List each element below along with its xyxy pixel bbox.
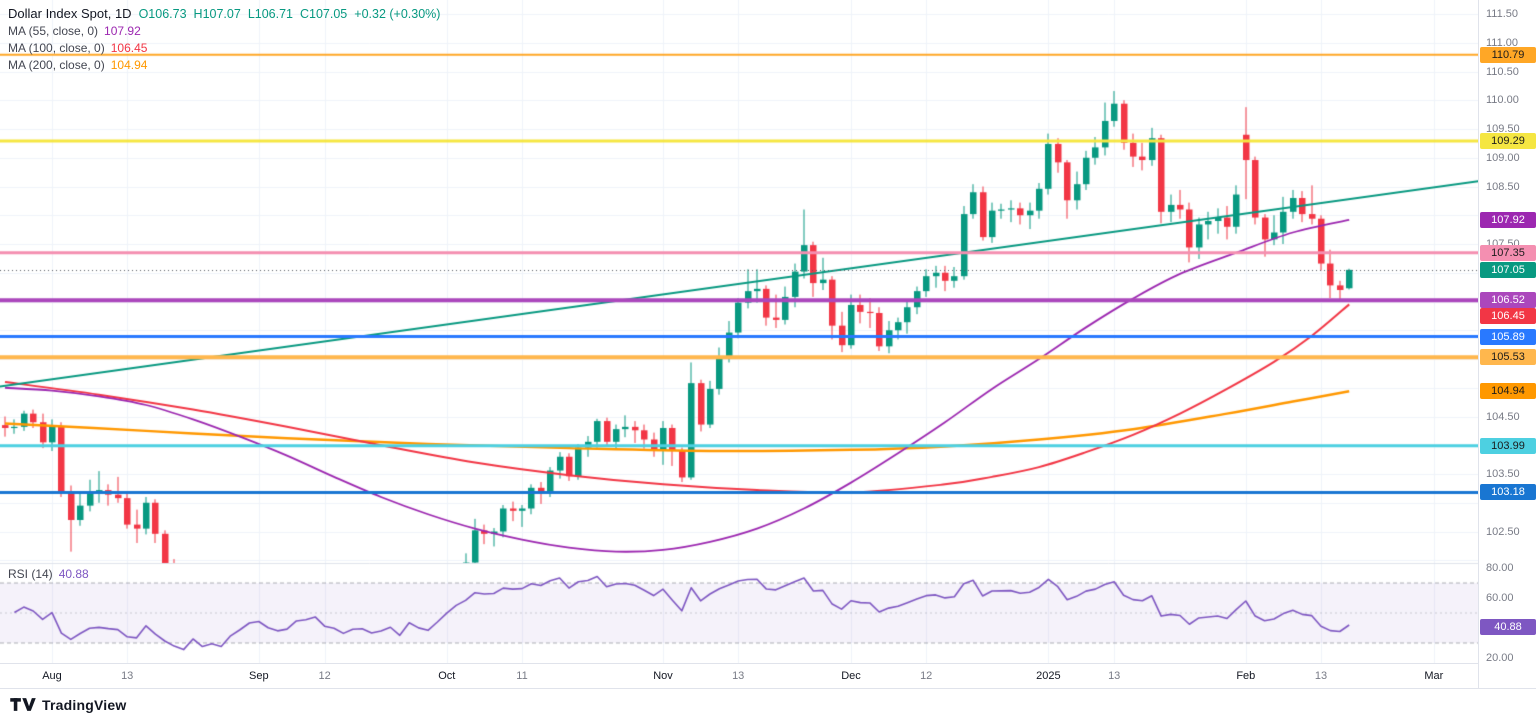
rsi-value-badge: 40.88 [1480,618,1536,635]
price-level-badge: 106.52 [1480,292,1536,309]
time-axis[interactable]: Aug 13 Sep 12 Oct 11 Nov 13 Dec 12 2025 13 Feb 13 Mar [0,663,1478,689]
ma100-label: MA (100, close, 0) [8,41,105,55]
time-axis-label: Mar [1424,670,1444,682]
price-level-badge: 107.35 [1480,244,1536,261]
ma-value-badge: 104.94 [1480,383,1536,400]
time-axis-label: Dec [841,670,861,682]
footer-toolbar: TradingView [0,688,1536,720]
time-axis-label: Oct [438,670,456,682]
ma100-legend-row[interactable]: MA (100, close, 0) 106.45 [8,40,440,57]
ma200-legend-row[interactable]: MA (200, close, 0) 104.94 [8,57,440,74]
time-axis-label: 12 [318,670,331,682]
price-level-badge: 105.53 [1480,349,1536,366]
price-axis-label: 103.50 [1486,468,1520,480]
ohlc-close: C107.05 [300,7,348,21]
ma-value-badge: 106.45 [1480,308,1536,325]
price-axis-label: 104.50 [1486,410,1520,423]
ma55-label: MA (55, close, 0) [8,24,99,38]
price-axis-label: 102.50 [1486,525,1520,538]
rsi-legend-row[interactable]: RSI (14) 40.88 [8,567,89,581]
last-price-badge: 107.05 [1480,261,1536,278]
ma-value-badge: 107.92 [1480,211,1536,228]
ma100-value: 106.45 [110,41,148,55]
rsi-value: 40.88 [58,567,89,581]
time-axis-label: Sep [249,670,269,682]
ohlc-high: H107.07 [193,7,241,21]
price-axis-label: 108.50 [1486,180,1520,193]
price-level-badge: 105.89 [1480,328,1536,345]
time-axis-label: 13 [1314,670,1328,682]
symbol-legend[interactable]: Dollar Index Spot, 1D O106.73 H107.07 L106.… [8,5,440,74]
time-axis-label: 13 [1108,670,1121,682]
rsi-axis-label: 20.00 [1486,652,1514,664]
rsi-axis-label: 60.00 [1486,592,1514,604]
time-axis-label: 13 [121,670,134,682]
price-level-badge: 109.29 [1480,133,1536,150]
price-axis-label: 111.00 [1486,36,1519,49]
time-axis-label: 13 [732,670,745,682]
price-axis-label: 110.50 [1486,65,1519,78]
ohlc-low: L106.71 [247,7,293,21]
price-axis-label: 110.00 [1486,94,1519,107]
time-axis-label: 12 [920,670,933,682]
time-axis-label: Aug [42,670,62,682]
time-axis-label: Nov [653,670,673,682]
ohlc-open: O106.73 [138,7,187,21]
legend-main-row[interactable]: Dollar Index Spot, 1D O106.73 H107.07 L106.… [8,5,440,23]
price-level-badge: 103.18 [1480,484,1536,501]
tradingview-brand-text[interactable]: TradingView [42,696,127,713]
tradingview-logo-icon[interactable] [10,696,36,713]
price-axis-label: 109.50 [1486,123,1520,135]
price-axis-label: 111.50 [1486,8,1519,20]
price-axis[interactable]: 111.50 111.00 110.50 110.00 109.50 109.00 108.… [1478,0,1536,688]
symbol-title[interactable]: Dollar Index Spot, 1D [8,6,132,21]
time-axis-label: 2025 [1036,670,1061,682]
price-axis-label: 109.00 [1486,151,1520,164]
ma55-value: 107.92 [104,24,141,38]
price-chart-canvas[interactable] [0,0,1478,663]
price-level-badge: 110.79 [1480,46,1536,63]
time-axis-label: 11 [516,670,528,682]
price-level-badge: 103.99 [1480,437,1536,454]
ma55-legend-row[interactable]: MA (55, close, 0) 107.92 [8,23,440,40]
rsi-label: RSI (14) [8,567,53,581]
ma200-label: MA (200, close, 0) [8,58,105,72]
rsi-axis-label: 80.00 [1486,562,1514,574]
ohlc-change: +0.32 (+0.30%) [354,7,441,21]
time-axis-label: Feb [1236,670,1256,682]
ma200-value: 104.94 [110,58,148,72]
